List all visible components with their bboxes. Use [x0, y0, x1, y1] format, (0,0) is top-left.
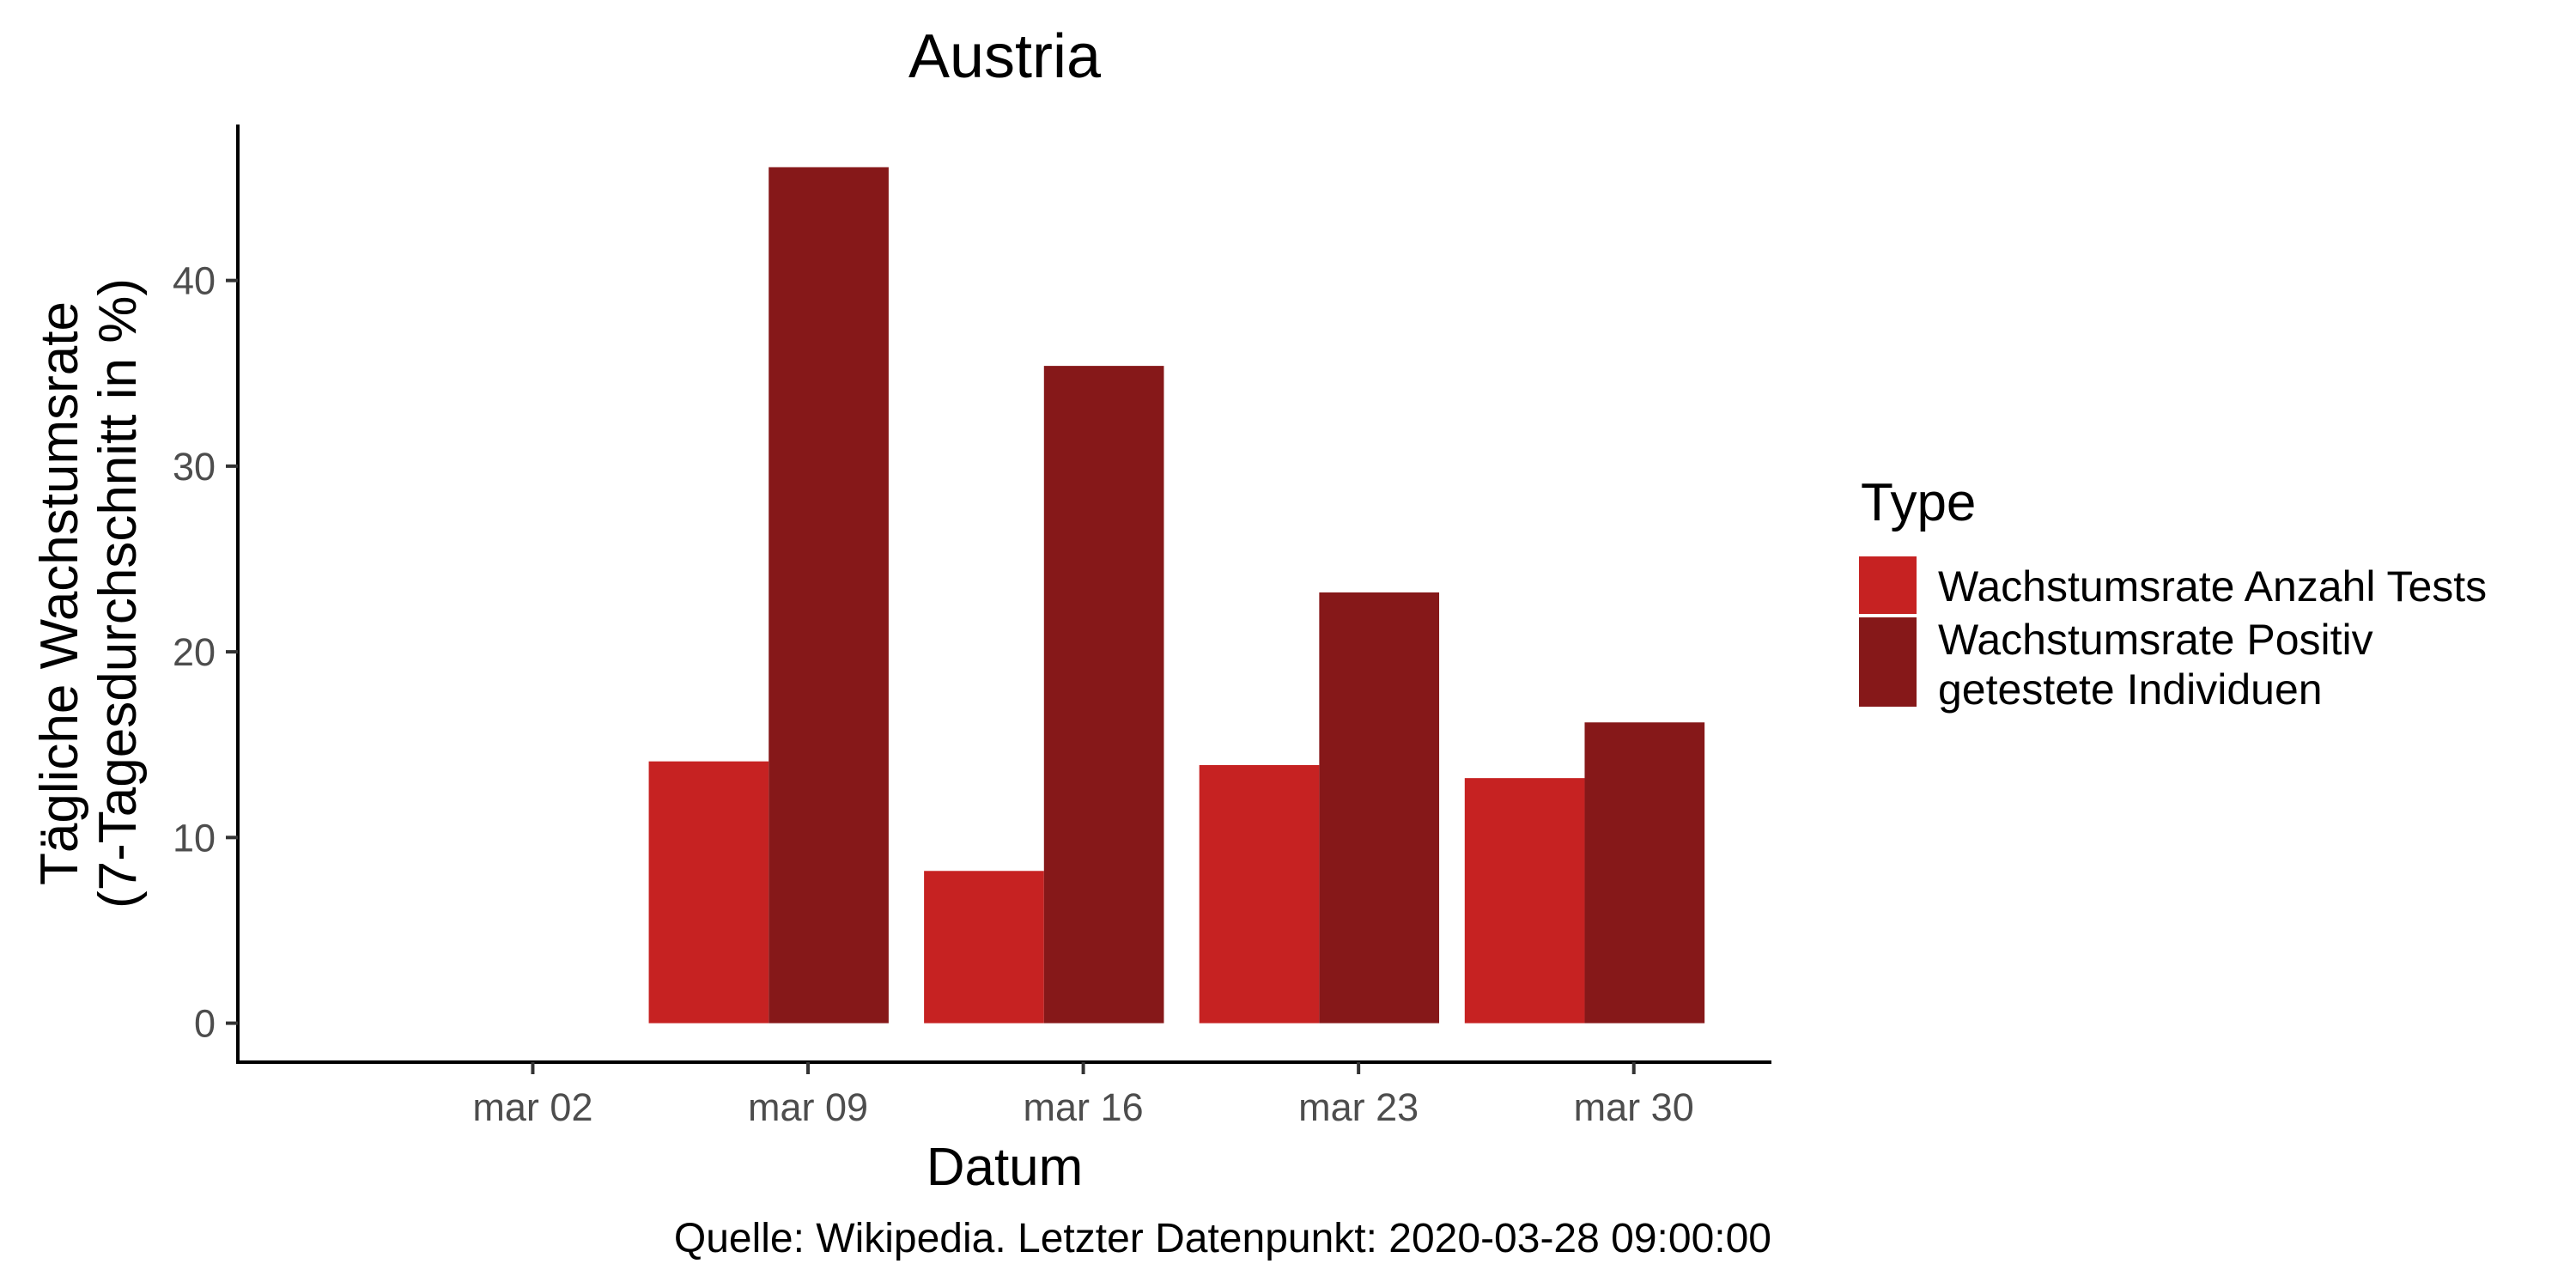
- legend-title: Type: [1861, 473, 1976, 532]
- x-axis-tick-labels: mar 02 mar 09 mar 16 mar 23 mar 30: [472, 1085, 1693, 1129]
- y-tick-label: 10: [173, 816, 216, 860]
- bar-positive-mar-29: [1584, 722, 1705, 1024]
- legend-key-positive: [1859, 617, 1917, 707]
- y-tick-label: 30: [173, 445, 216, 489]
- x-tick-label: mar 16: [1024, 1085, 1144, 1129]
- bar-positive-mar-22: [1319, 592, 1440, 1024]
- legend-label-line: getestete Individuen: [1938, 665, 2323, 714]
- y-axis-title-line: Tägliche Wachstumsrate: [30, 301, 89, 885]
- chart-caption: Quelle: Wikipedia. Letzter Datenpunkt: 2…: [674, 1216, 1771, 1261]
- y-tick-label: 40: [173, 259, 216, 303]
- bar-positive-mar-15: [1043, 366, 1164, 1024]
- y-tick-label: 0: [194, 1002, 216, 1046]
- x-tick-label: mar 23: [1298, 1085, 1419, 1129]
- bar-tests-mar-22: [1199, 765, 1320, 1024]
- y-axis-title-text: Tägliche Wachstumsrate(7-Tagesdurchschni…: [30, 278, 148, 908]
- bar-positive-mar-08: [769, 167, 889, 1024]
- legend-label-line: Wachstumsrate Anzahl Tests: [1938, 562, 2487, 611]
- x-axis-title: Datum: [927, 1138, 1084, 1197]
- bar-tests-mar-15: [924, 871, 1044, 1024]
- bars-layer: [648, 167, 1705, 1024]
- y-axis-title: Tägliche Wachstumsrate(7-Tagesdurchschni…: [30, 278, 148, 908]
- bar-tests-mar-08: [648, 761, 769, 1024]
- legend-label-line: Wachstumsrate Positiv: [1938, 616, 2373, 664]
- y-tick-label: 20: [173, 630, 216, 674]
- y-axis-tick-labels: 0 10 20 30 40: [173, 259, 216, 1046]
- axes-layer: [226, 125, 1771, 1074]
- legend-key-tests: [1859, 556, 1917, 614]
- y-axis-title-line: (7-Tagesdurchschnitt in %): [88, 278, 148, 908]
- legend: Type Wachstumsrate Anzahl Tests Wachstums…: [1859, 473, 2487, 714]
- legend-label-positive: Wachstumsrate Positiv getestete Individue…: [1938, 616, 2373, 714]
- chart-title: Austria: [908, 22, 1102, 91]
- x-tick-label: mar 30: [1574, 1085, 1694, 1129]
- x-tick-label: mar 02: [472, 1085, 592, 1129]
- legend-label-tests: Wachstumsrate Anzahl Tests: [1938, 562, 2487, 611]
- bar-tests-mar-29: [1464, 778, 1585, 1024]
- x-tick-label: mar 09: [748, 1085, 868, 1129]
